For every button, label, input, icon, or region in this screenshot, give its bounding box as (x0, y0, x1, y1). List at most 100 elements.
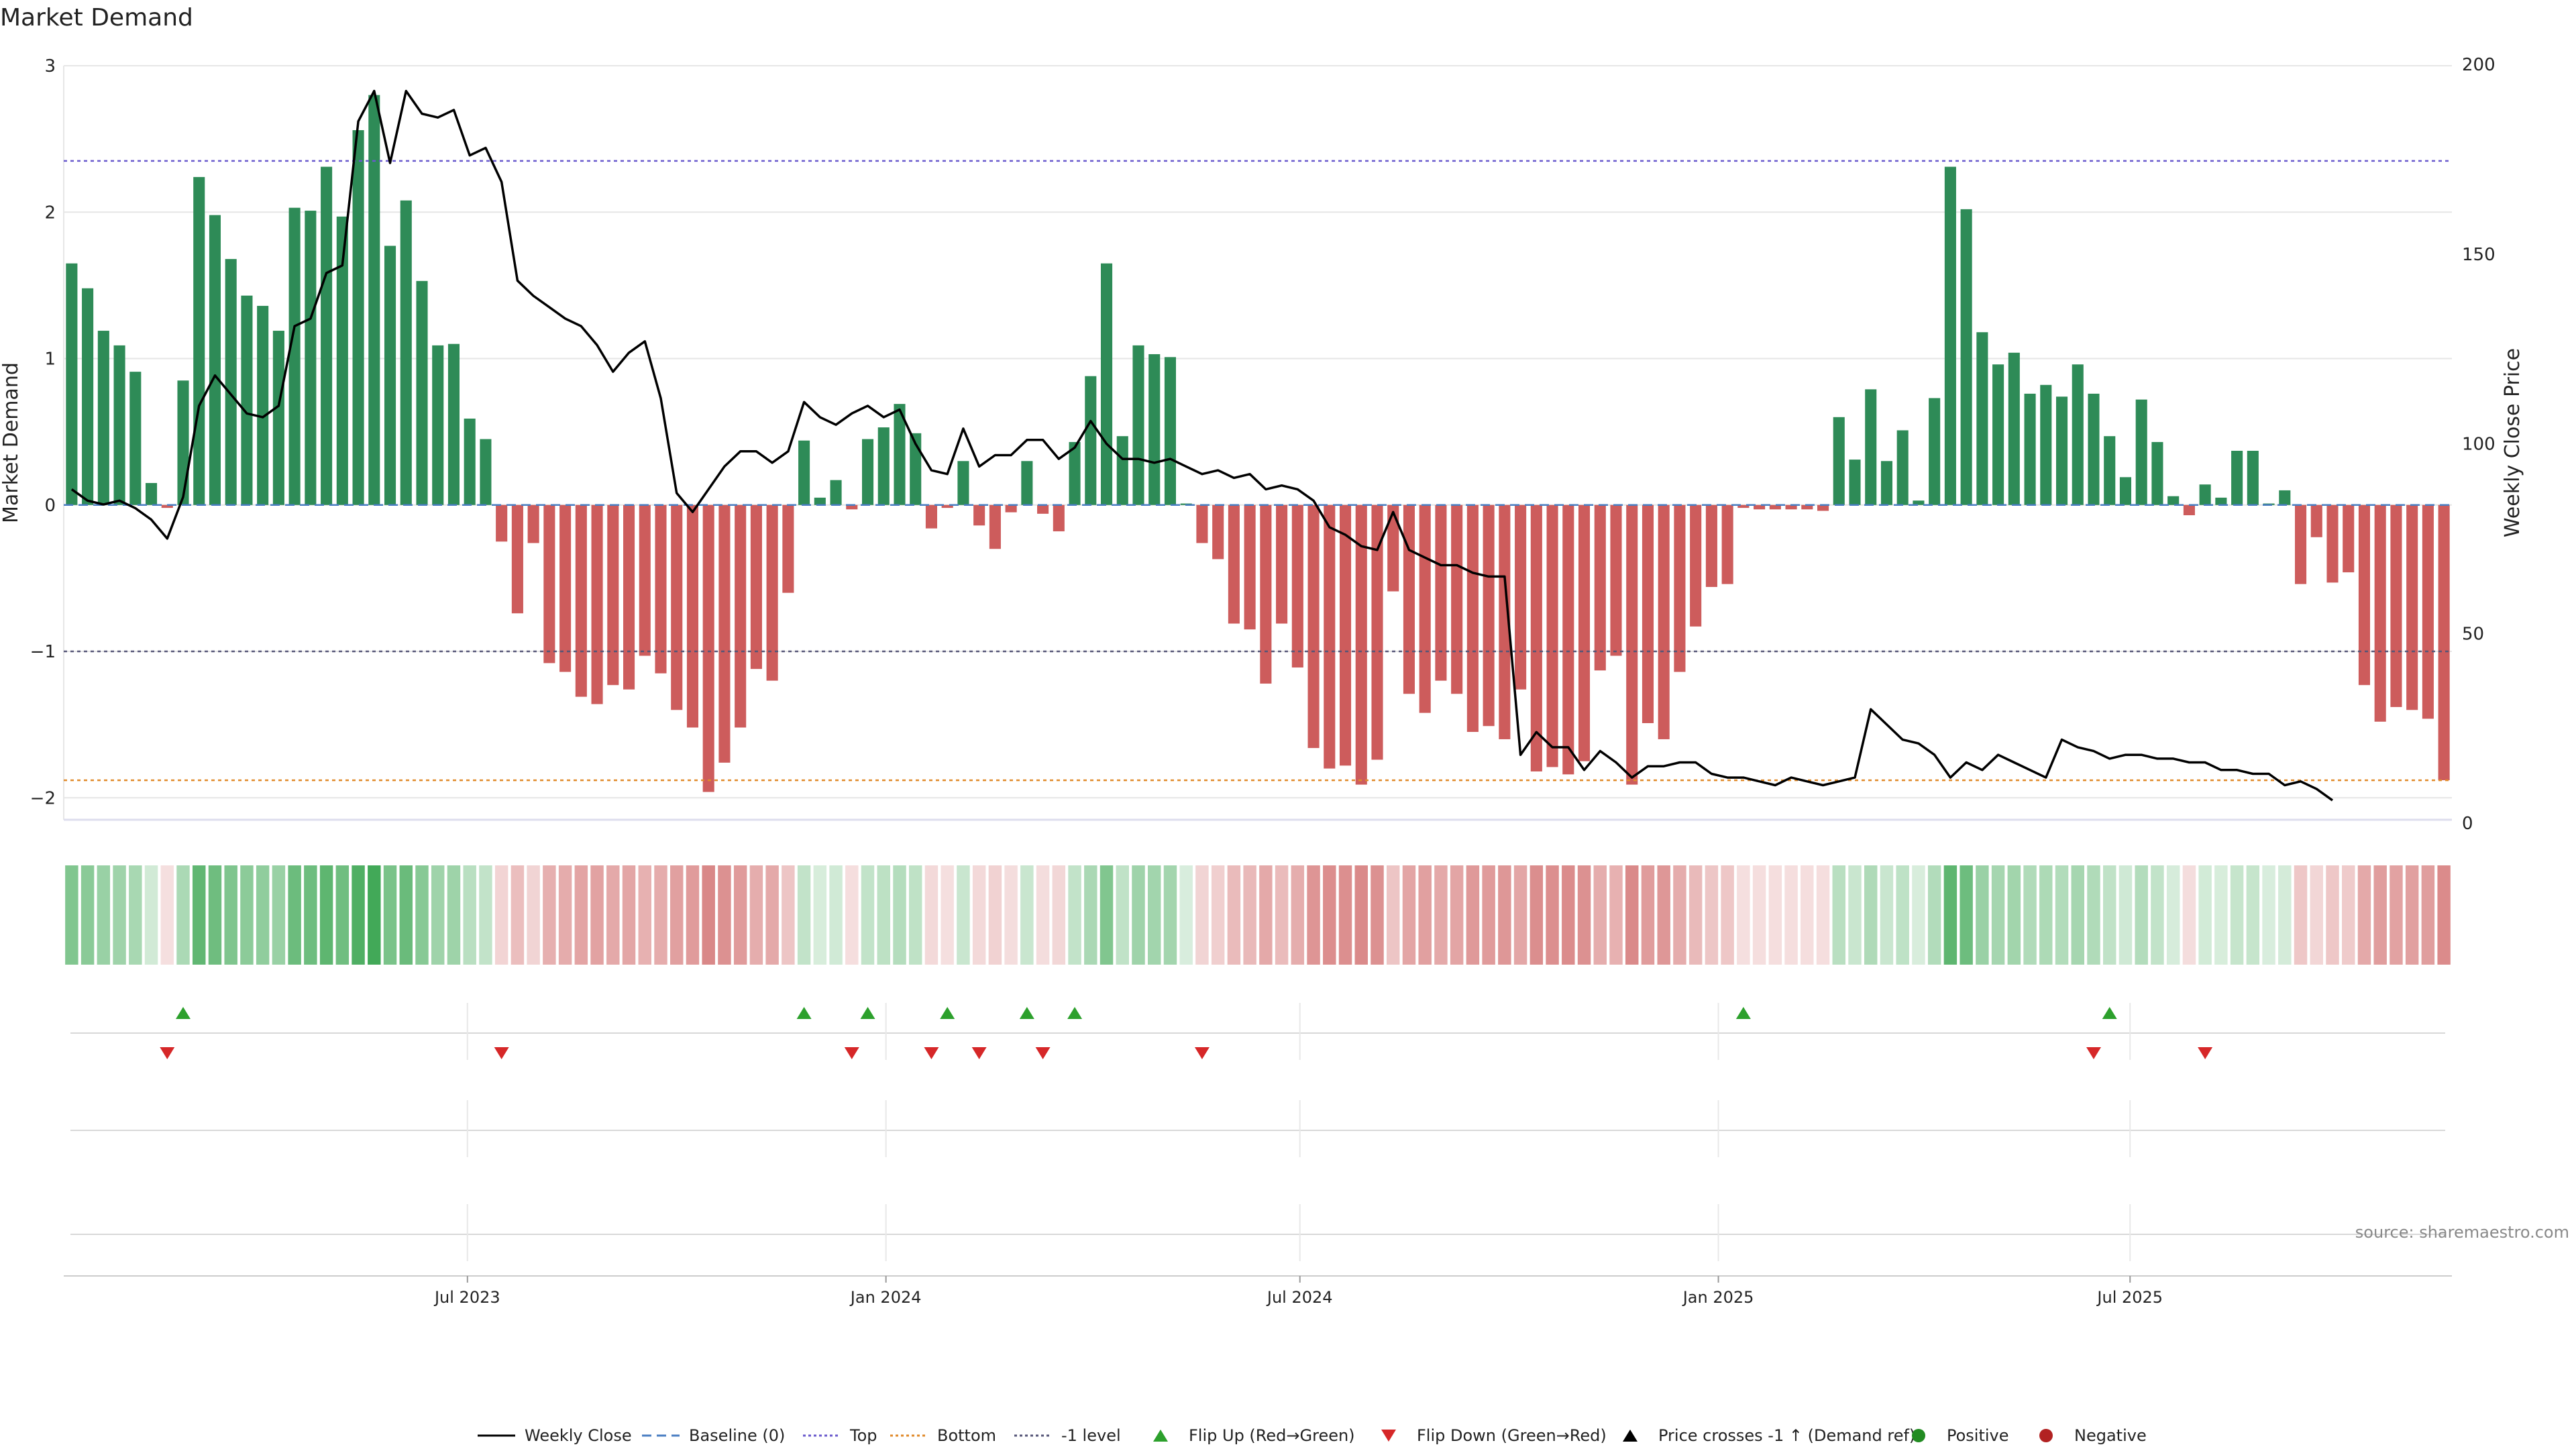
legend-label: -1 level (1061, 1426, 1121, 1445)
heat-cell (654, 865, 667, 965)
heat-cell (2294, 865, 2308, 965)
demand-bar (1196, 504, 1208, 543)
heat-cell (1259, 865, 1273, 965)
heat-cell (2421, 865, 2435, 965)
heat-cell (861, 865, 875, 965)
demand-bar (718, 504, 731, 763)
heat-cell (176, 865, 190, 965)
heat-cell (1641, 865, 1655, 965)
heat-cell (1737, 865, 1750, 965)
demand-bar (1721, 504, 1733, 584)
demand-bar (2279, 490, 2291, 505)
heat-cell (1307, 865, 1320, 965)
heat-cell (2437, 865, 2451, 965)
flip-up-marker (796, 1007, 812, 1019)
heat-cell (129, 865, 142, 965)
heat-cell (909, 865, 922, 965)
demand-bar (1339, 504, 1352, 766)
demand-bar (925, 504, 938, 529)
flip-up-marker (940, 1007, 955, 1019)
demand-bar (2343, 504, 2355, 573)
demand-bar (2422, 504, 2434, 719)
legend-label: Flip Down (Green→Red) (1417, 1426, 1607, 1445)
legend-label: Top (849, 1426, 877, 1445)
heat-cell (813, 865, 827, 965)
heat-cell (1195, 865, 1209, 965)
heat-cell (1227, 865, 1241, 965)
heat-cell (782, 865, 795, 965)
demand-bar (1626, 504, 1638, 785)
demand-bar (894, 404, 906, 505)
heat-cell (240, 865, 254, 965)
x-axis: Jul 2023 Jan 2024 Jul 2024 Jan 2025 Jul 2025 (64, 1275, 2452, 1307)
demand-bar (2119, 477, 2132, 505)
demand-bar (1307, 504, 1320, 749)
heat-cell (1020, 865, 1034, 965)
y2-tick-label: 150 (2462, 245, 2496, 265)
demand-bar (1116, 436, 1128, 505)
x-tick-label: Jul 2023 (433, 1288, 500, 1307)
demand-bar (1785, 504, 1797, 510)
demand-bar (846, 504, 858, 510)
heat-cell (606, 865, 620, 965)
flip-down-marker (494, 1047, 509, 1059)
demand-bar (1913, 500, 1925, 505)
heat-cell (1148, 865, 1161, 965)
heat-cell (1482, 865, 1495, 965)
heat-cell (1211, 865, 1225, 965)
demand-bar (607, 504, 619, 686)
demand-bar (782, 504, 794, 593)
heat-cell (1896, 865, 1909, 965)
demand-bar (1466, 504, 1479, 733)
legend-item-top: Top (803, 1426, 877, 1445)
heat-cell (2357, 865, 2371, 965)
heat-cell (113, 865, 126, 965)
heat-cell (2214, 865, 2228, 965)
demand-bar (2183, 504, 2195, 516)
demand-bar (2151, 441, 2163, 505)
heat-cell (941, 865, 954, 965)
heat-cell (2390, 865, 2403, 965)
demand-bar (671, 504, 683, 710)
heat-cell (1466, 865, 1480, 965)
demand-bar (877, 427, 890, 505)
main-panel: −2 −1 0 1 2 3 0 50 100 150 200 Market Demand Weekly … (0, 55, 2524, 834)
demand-bar (1355, 504, 1367, 785)
demand-bar (686, 504, 699, 728)
x-tick-label: Jul 2025 (2096, 1288, 2163, 1307)
demand-bar (591, 504, 603, 704)
demand-bar (1483, 504, 1495, 727)
heat-cell (1179, 865, 1193, 965)
heat-cell (2103, 865, 2116, 965)
demand-bar (336, 216, 348, 505)
heat-cell (463, 865, 476, 965)
heat-cell (574, 865, 588, 965)
heat-cell (2278, 865, 2292, 965)
demand-bar (1674, 504, 1686, 672)
heat-cell (1132, 865, 1145, 965)
heat-cell (160, 865, 174, 965)
heat-cell (80, 865, 95, 965)
demand-bar (1929, 398, 1941, 505)
x-tick-label: Jul 2024 (1266, 1288, 1333, 1307)
demand-bar (1817, 504, 1829, 511)
heat-cell (368, 865, 381, 965)
demand-bar (702, 504, 714, 792)
heat-cell (1991, 865, 2005, 965)
demand-bar (288, 207, 301, 505)
legend-item-positive: Positive (1912, 1426, 2009, 1445)
y2-tick-label: 200 (2462, 55, 2496, 75)
heat-cell (686, 865, 700, 965)
heat-cell (1387, 865, 1400, 965)
heat-cell (1418, 865, 1432, 965)
demand-bar (2024, 393, 2036, 505)
heat-cell (2118, 865, 2133, 965)
flip-down-marker (971, 1047, 987, 1059)
demand-bar (2390, 504, 2402, 707)
heat-cell (1577, 865, 1591, 965)
demand-bar (735, 504, 747, 728)
heat-cell (2135, 865, 2148, 965)
demand-bar (145, 483, 158, 505)
heat-cell (1004, 865, 1018, 965)
heat-cell (2246, 865, 2260, 965)
